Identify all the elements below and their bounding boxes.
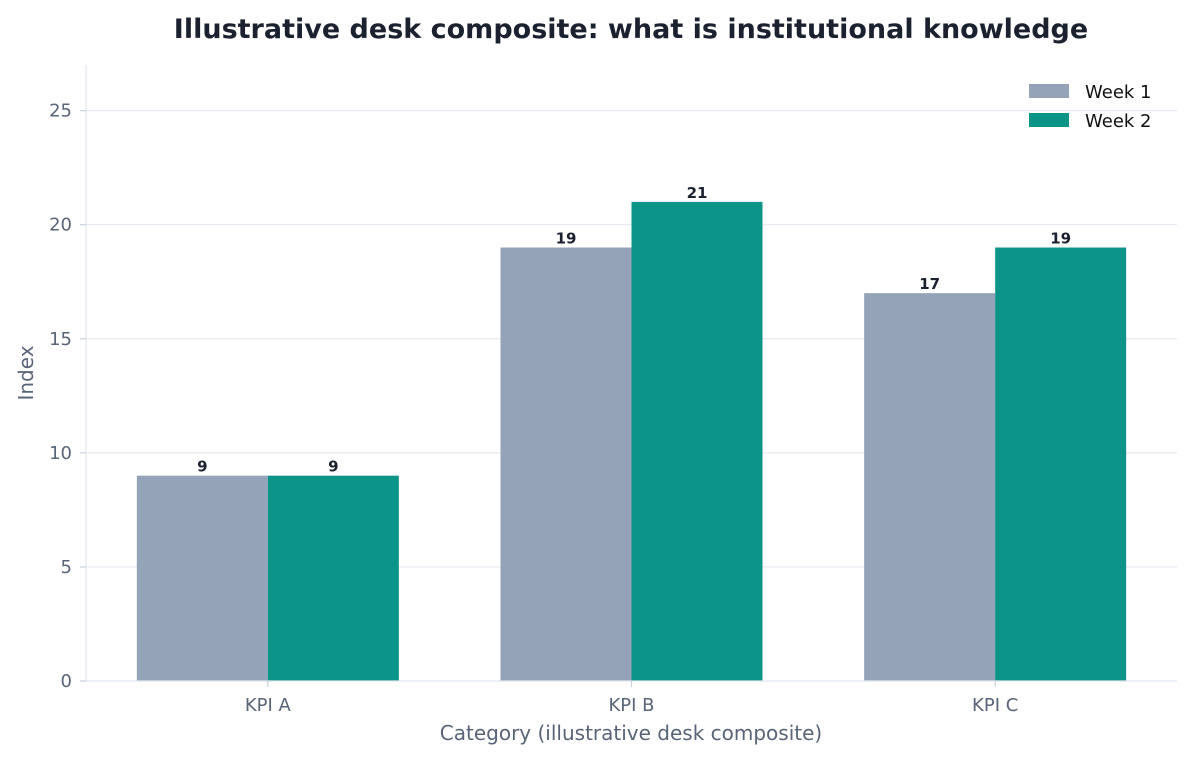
- legend-label: Week 2: [1085, 111, 1152, 132]
- y-tick-label: 15: [49, 329, 72, 350]
- bar-week-1-kpi-a: [136, 475, 268, 681]
- x-tick-label: KPI B: [608, 695, 654, 716]
- bar-value-label: 17: [919, 275, 940, 293]
- x-tick-label: KPI C: [972, 695, 1018, 716]
- y-ticks: 0 5 10 15 20 25: [49, 101, 86, 692]
- legend-swatch: [1029, 113, 1069, 127]
- bars: [136, 201, 1127, 681]
- bar-week-2-kpi-b: [631, 201, 763, 681]
- legend-swatch: [1029, 84, 1069, 98]
- legend-label: Week 1: [1085, 82, 1152, 103]
- bar-week-1-kpi-c: [864, 293, 996, 681]
- y-tick-label: 25: [49, 101, 72, 122]
- bar-value-label: 21: [687, 184, 708, 202]
- chart-title: Illustrative desk composite: what is ins…: [174, 14, 1088, 45]
- bar-value-label: 19: [1050, 230, 1071, 248]
- y-tick-label: 5: [61, 557, 72, 578]
- legend: Week 1 Week 2: [1029, 82, 1152, 132]
- bar-value-labels: 9 9 19 21 17 19: [197, 184, 1071, 476]
- y-tick-label: 20: [49, 215, 72, 236]
- bar-week-1-kpi-b: [500, 247, 632, 681]
- bar-week-2-kpi-a: [267, 475, 399, 681]
- bar-week-2-kpi-c: [995, 247, 1127, 681]
- x-axis-label: Category (illustrative desk composite): [440, 721, 822, 745]
- bar-value-label: 9: [197, 458, 207, 476]
- x-tick-label: KPI A: [245, 695, 292, 716]
- y-axis-label: Index: [14, 345, 38, 400]
- bar-value-label: 9: [328, 458, 338, 476]
- y-tick-label: 0: [61, 671, 72, 692]
- x-ticks: KPI A KPI B KPI C: [245, 681, 1018, 716]
- y-tick-label: 10: [49, 443, 72, 464]
- bar-value-label: 19: [556, 230, 577, 248]
